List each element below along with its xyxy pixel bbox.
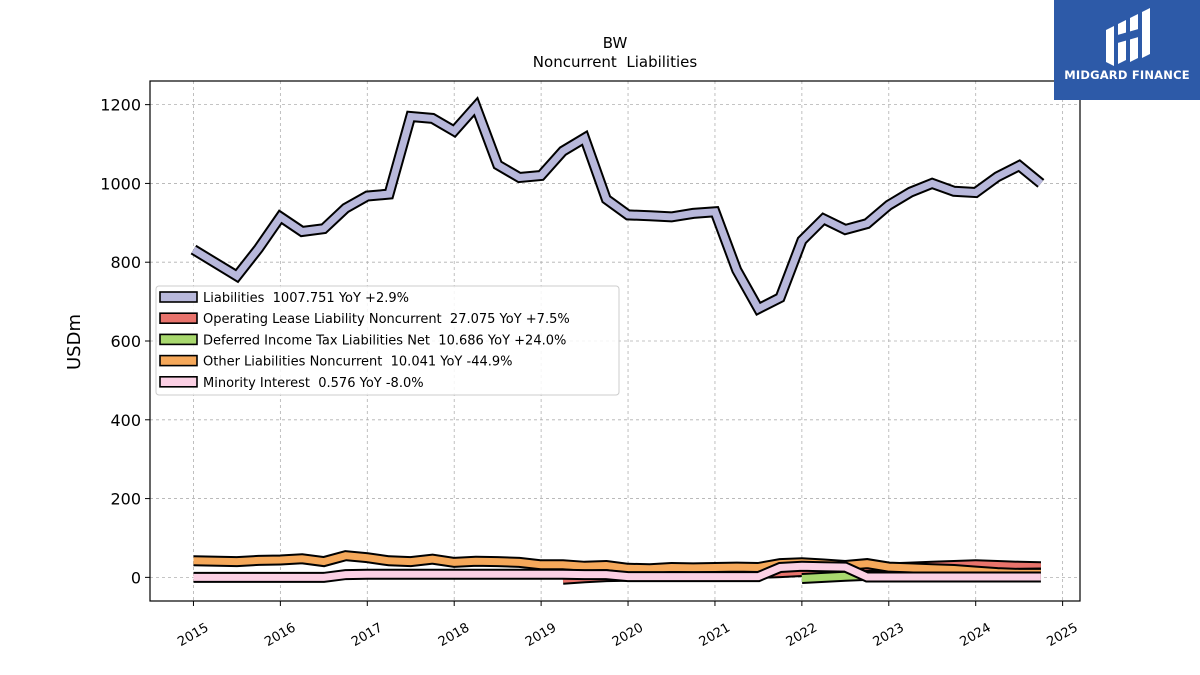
- chart-subtitle: Noncurrent Liabilities: [533, 53, 698, 71]
- legend-label: Minority Interest 0.576 YoY -8.0%: [203, 376, 424, 391]
- series-areas: [190, 96, 1045, 585]
- x-tick-label: 2025: [1044, 620, 1080, 650]
- y-tick-label: 400: [110, 411, 141, 430]
- x-tick-label: 2019: [523, 620, 559, 650]
- x-tick-label: 2015: [175, 620, 211, 650]
- y-axis-label: USDm: [64, 314, 85, 370]
- series-line-0: [191, 99, 1044, 314]
- legend-swatch: [159, 312, 198, 325]
- x-tick-label: 2017: [349, 620, 385, 650]
- legend-label: Liabilities 1007.751 YoY +2.9%: [203, 291, 409, 306]
- legend-swatch: [159, 375, 198, 388]
- series-line-3: [193, 552, 1041, 577]
- legend-box: [155, 285, 620, 396]
- x-tick-label: 2021: [697, 620, 733, 650]
- legend-swatch: [159, 333, 198, 346]
- legend: Liabilities 1007.751 YoY +2.9% Operating …: [155, 285, 620, 396]
- legend-swatch: [159, 291, 198, 303]
- legend-label: Deferred Income Tax Liabilities Net 10.6…: [203, 333, 566, 348]
- legend-label: Other Liabilities Noncurrent 10.041 YoY …: [203, 355, 513, 370]
- y-tick-label: 600: [110, 332, 141, 351]
- y-tick-label: 0: [131, 568, 141, 587]
- x-tick-label: 2023: [871, 620, 907, 650]
- x-tick-label: 2018: [436, 620, 472, 650]
- x-tick-label: 2024: [958, 620, 994, 650]
- x-tick-label: 2016: [262, 620, 298, 650]
- y-tick-label: 200: [110, 490, 141, 509]
- y-tick-label: 800: [110, 253, 141, 272]
- logo-text: MIDGARD FINANCE: [1064, 68, 1190, 82]
- y-tick-label: 1000: [100, 174, 141, 193]
- y-tick-label: 1200: [100, 96, 141, 115]
- logo-emblem-icon: [1106, 8, 1150, 66]
- chart-title: BW: [603, 34, 628, 52]
- x-tick-label: 2020: [610, 620, 646, 650]
- series-line-4: [193, 562, 1041, 581]
- x-tick-label: 2022: [784, 620, 820, 650]
- legend-label: Operating Lease Liability Noncurrent 27.…: [203, 312, 570, 327]
- midgard-finance-logo: MIDGARD FINANCE: [1054, 0, 1200, 100]
- legend-swatch: [159, 354, 198, 367]
